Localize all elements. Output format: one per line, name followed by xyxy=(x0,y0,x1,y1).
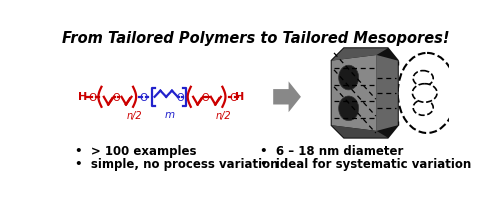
Text: O: O xyxy=(112,93,120,103)
Text: O: O xyxy=(88,93,96,103)
Text: •  6 – 18 nm diameter: • 6 – 18 nm diameter xyxy=(260,145,404,158)
Text: •  > 100 examples: • > 100 examples xyxy=(76,145,197,158)
Text: n/2: n/2 xyxy=(127,111,142,121)
Text: O: O xyxy=(229,93,237,103)
Text: H: H xyxy=(234,92,244,102)
Polygon shape xyxy=(332,48,398,138)
Text: H: H xyxy=(78,92,88,102)
Text: •  simple, no process variation: • simple, no process variation xyxy=(76,158,279,171)
Ellipse shape xyxy=(338,96,358,121)
Text: O: O xyxy=(202,93,209,103)
Text: n/2: n/2 xyxy=(216,111,232,121)
Ellipse shape xyxy=(413,71,433,86)
Polygon shape xyxy=(376,55,398,131)
Text: m: m xyxy=(164,110,174,120)
Ellipse shape xyxy=(413,100,433,115)
Polygon shape xyxy=(273,81,301,112)
Ellipse shape xyxy=(398,53,456,133)
Ellipse shape xyxy=(412,84,437,102)
Text: •  ideal for systematic variation: • ideal for systematic variation xyxy=(260,158,472,171)
Ellipse shape xyxy=(338,65,358,90)
Polygon shape xyxy=(332,48,388,61)
Polygon shape xyxy=(332,125,388,138)
Text: O: O xyxy=(176,93,184,103)
Text: From Tailored Polymers to Tailored Mesopores!: From Tailored Polymers to Tailored Mesop… xyxy=(62,31,450,46)
Polygon shape xyxy=(332,55,376,131)
Text: O: O xyxy=(140,93,148,103)
